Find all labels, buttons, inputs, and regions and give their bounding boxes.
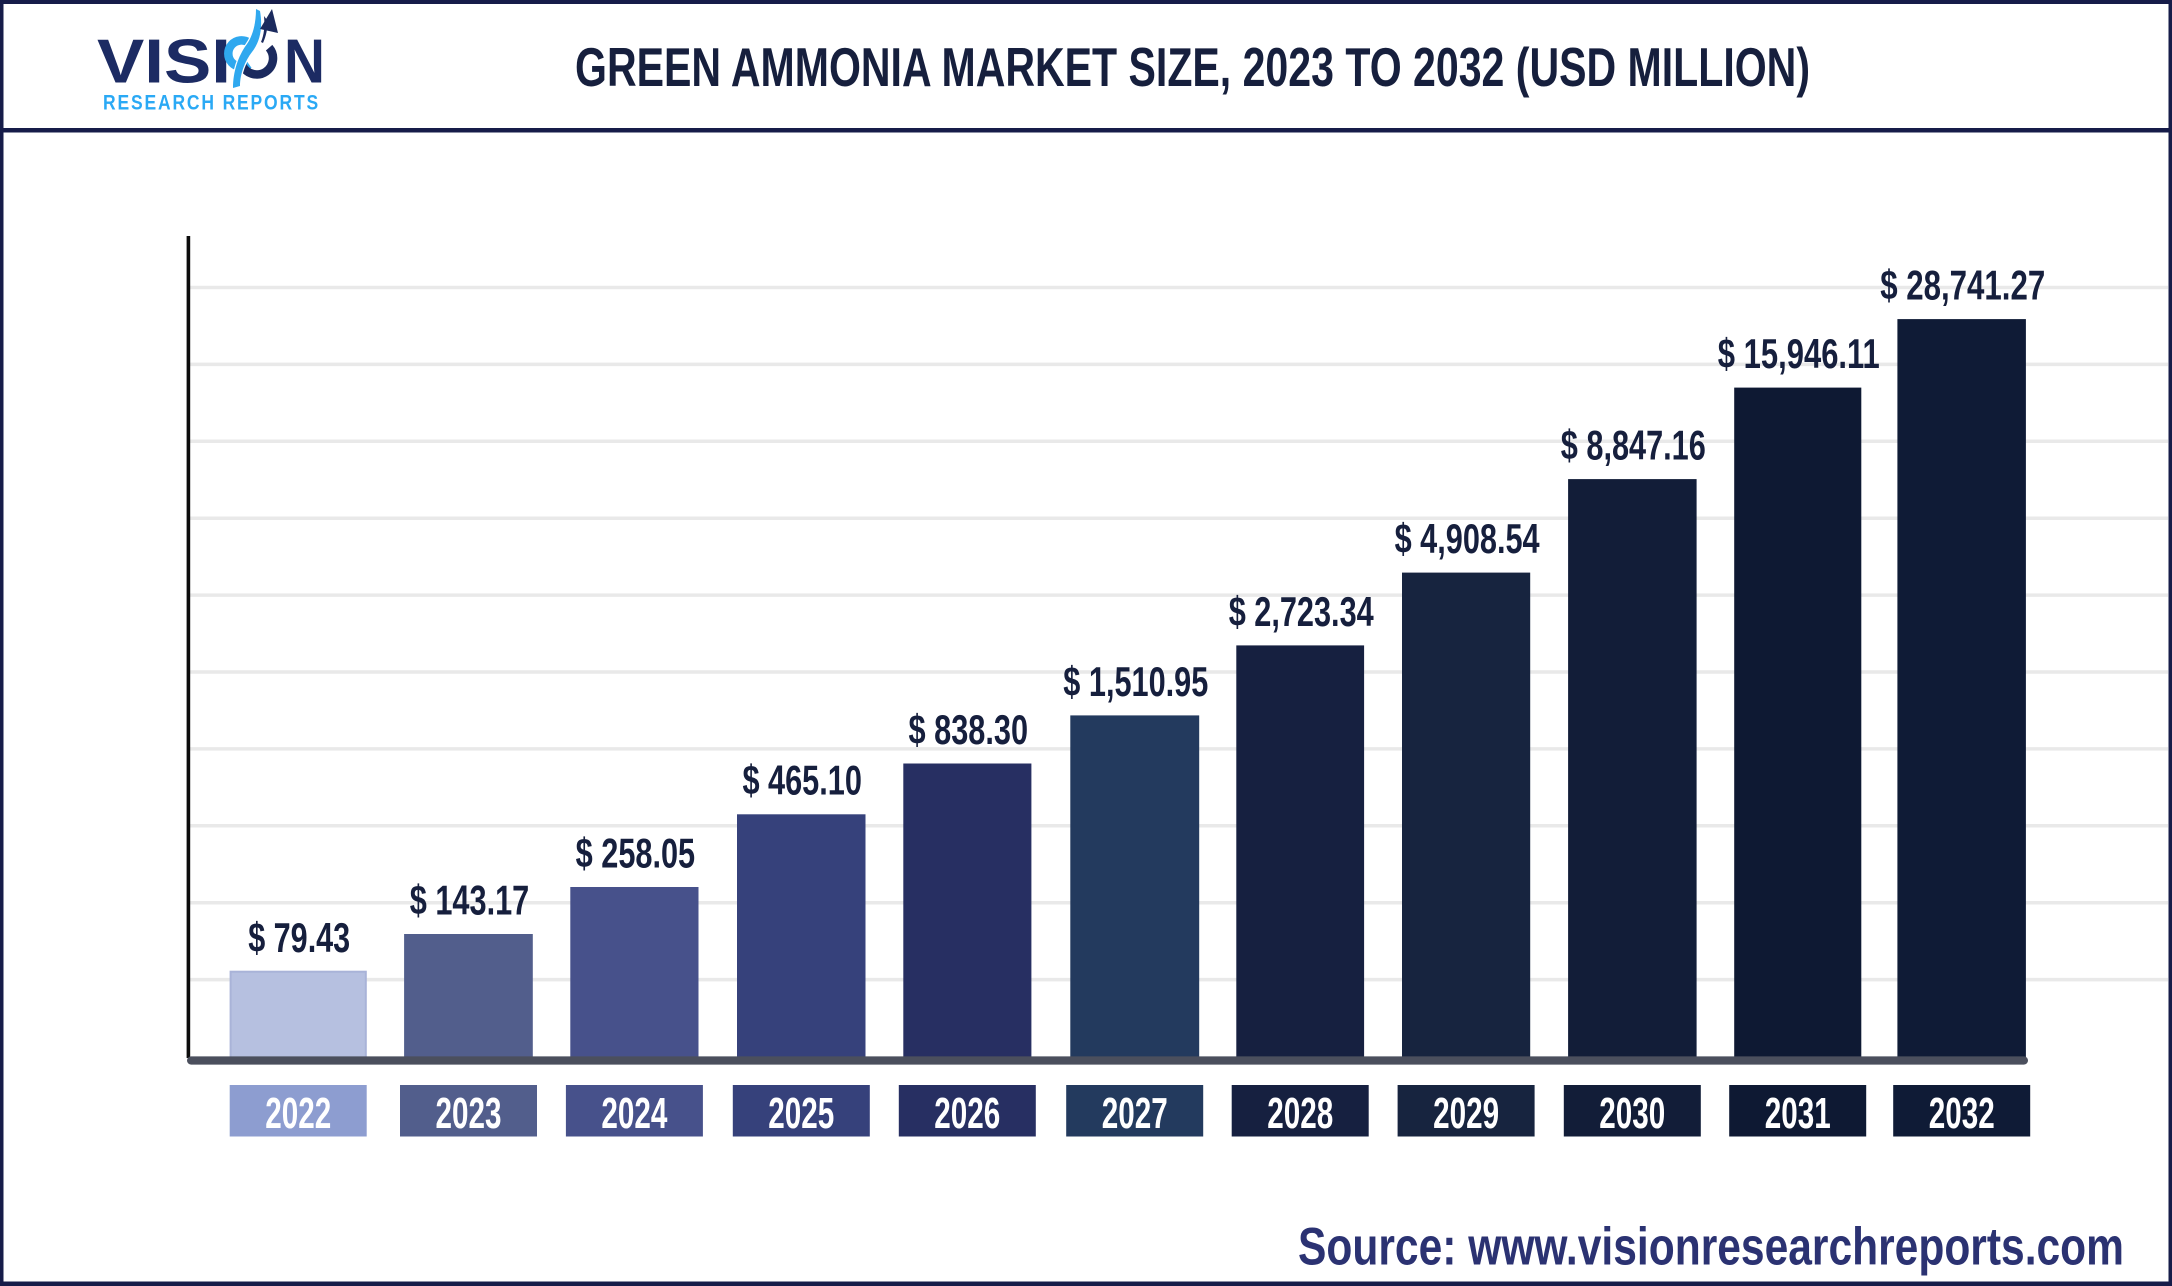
svg-text:$ 4,908.54: $ 4,908.54 (1395, 515, 1540, 562)
svg-text:2024: 2024 (601, 1089, 667, 1138)
svg-text:2023: 2023 (436, 1089, 502, 1138)
svg-text:$ 15,946.11: $ 15,946.11 (1718, 330, 1880, 377)
svg-text:$ 258.05: $ 258.05 (576, 829, 696, 876)
svg-text:N: N (284, 28, 325, 97)
svg-text:2026: 2026 (934, 1089, 1000, 1138)
svg-text:$ 8,847.16: $ 8,847.16 (1561, 422, 1706, 469)
svg-text:GREEN AMMONIA MARKET SIZE, 202: GREEN AMMONIA MARKET SIZE, 2023 TO 2032 … (575, 36, 1810, 98)
svg-text:VISI: VISI (97, 28, 231, 97)
svg-text:2027: 2027 (1102, 1089, 1168, 1138)
svg-text:$ 2,723.34: $ 2,723.34 (1229, 588, 1374, 635)
svg-text:2032: 2032 (1929, 1089, 1995, 1138)
svg-text:$ 838.30: $ 838.30 (909, 706, 1029, 753)
svg-text:$ 143.17: $ 143.17 (410, 876, 530, 923)
svg-text:2029: 2029 (1433, 1089, 1499, 1138)
svg-text:RESEARCH REPORTS: RESEARCH REPORTS (103, 92, 320, 115)
svg-text:Source: www.visionresearchrepo: Source: www.visionresearchreports.com (1298, 1217, 2124, 1276)
svg-text:2030: 2030 (1599, 1089, 1665, 1138)
svg-text:$ 28,741.27: $ 28,741.27 (1880, 262, 2045, 309)
svg-text:2031: 2031 (1765, 1089, 1831, 1138)
svg-text:$ 79.43: $ 79.43 (248, 914, 350, 961)
svg-text:2022: 2022 (265, 1089, 331, 1138)
svg-text:$ 1,510.95: $ 1,510.95 (1063, 658, 1208, 705)
svg-text:2025: 2025 (768, 1089, 834, 1138)
svg-text:$ 465.10: $ 465.10 (742, 757, 862, 804)
svg-text:2028: 2028 (1267, 1089, 1333, 1138)
